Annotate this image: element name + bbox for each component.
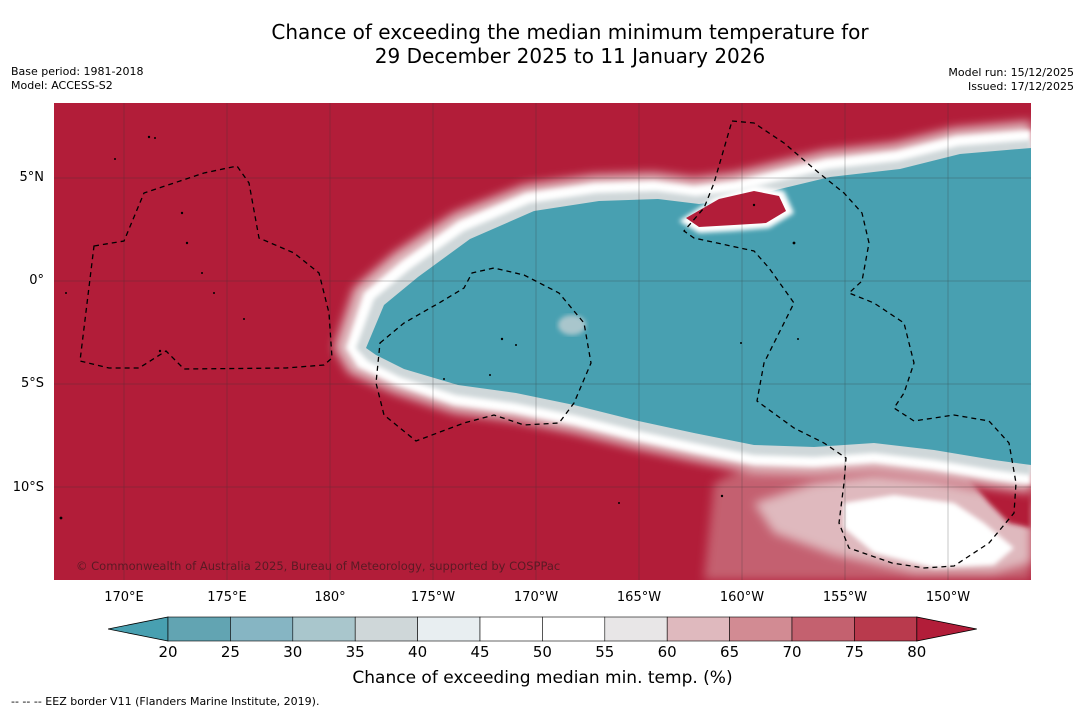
lon-label-170w: 170°W bbox=[513, 590, 559, 605]
colorbar-tick-label: 75 bbox=[844, 643, 864, 661]
map-svg bbox=[54, 103, 1031, 580]
colorbar-tick-label: 50 bbox=[532, 643, 552, 661]
lon-label-155w: 155°W bbox=[822, 590, 868, 605]
lat-label-5n: 5°N bbox=[19, 170, 45, 185]
colorbar bbox=[107, 616, 978, 646]
lat-label-0: 0° bbox=[29, 273, 44, 288]
colorbar-tick-label: 20 bbox=[158, 643, 178, 661]
title-line-1: Chance of exceeding the median minimum t… bbox=[271, 20, 869, 44]
title-line-2: 29 December 2025 to 11 January 2026 bbox=[374, 44, 766, 68]
forecast-map bbox=[54, 103, 1031, 580]
colorbar-segment bbox=[666, 616, 730, 642]
cool-tongue bbox=[334, 121, 1031, 493]
colorbar-tick-label: 45 bbox=[470, 643, 490, 661]
lon-label-175w: 175°W bbox=[410, 590, 456, 605]
colorbar-segment bbox=[354, 616, 418, 642]
lat-label-10s: 10°S bbox=[12, 480, 44, 495]
base-period: Base period: 1981-2018 bbox=[11, 65, 144, 78]
model-run: Model run: 15/12/2025 bbox=[948, 66, 1074, 79]
colorbar-segment bbox=[417, 616, 481, 642]
colorbar-segment bbox=[729, 616, 793, 642]
colorbar-segment bbox=[230, 616, 294, 642]
colorbar-segment bbox=[604, 616, 668, 642]
colorbar-segment bbox=[854, 616, 918, 642]
meta-right: Model run: 15/12/2025 Issued: 17/12/2025 bbox=[948, 66, 1074, 94]
chart-title: Chance of exceeding the median minimum t… bbox=[0, 20, 1085, 68]
model-name: Model: ACCESS-S2 bbox=[11, 79, 113, 92]
islands bbox=[59, 135, 799, 520]
colorbar-tick-label: 40 bbox=[408, 643, 428, 661]
colorbar-tick-label: 25 bbox=[220, 643, 240, 661]
lon-label-180: 180° bbox=[314, 590, 346, 605]
gridlines bbox=[54, 103, 1031, 580]
southern-mixed-region bbox=[704, 448, 1031, 580]
lon-label-165w: 165°W bbox=[616, 590, 662, 605]
colorbar-segment bbox=[542, 616, 606, 642]
colorbar-label: Chance of exceeding median min. temp. (%… bbox=[352, 668, 733, 688]
colorbar-tick-label: 80 bbox=[907, 643, 927, 661]
lon-label-170e: 170°E bbox=[104, 590, 144, 605]
colorbar-tick-label: 30 bbox=[283, 643, 303, 661]
lon-label-150w: 150°W bbox=[925, 590, 971, 605]
colorbar-segment bbox=[292, 616, 356, 642]
colorbar-tick-label: 60 bbox=[657, 643, 677, 661]
colorbar-tick-label: 55 bbox=[595, 643, 615, 661]
lon-label-160w: 160°W bbox=[719, 590, 765, 605]
lat-label-5s: 5°S bbox=[20, 376, 44, 391]
colorbar-segment bbox=[791, 616, 855, 642]
colorbar-over-arrow bbox=[916, 616, 977, 642]
colorbar-tick-label: 65 bbox=[720, 643, 740, 661]
colorbar-tick-label: 70 bbox=[782, 643, 802, 661]
lon-label-175e: 175°E bbox=[207, 590, 247, 605]
copyright-notice: © Commonwealth of Australia 2025, Bureau… bbox=[76, 559, 561, 573]
colorbar-segment bbox=[167, 616, 231, 642]
meta-left: Base period: 1981-2018 Model: ACCESS-S2 bbox=[11, 65, 143, 93]
colorbar-segment bbox=[479, 616, 543, 642]
colorbar-tick-label: 35 bbox=[345, 643, 365, 661]
colorbar-svg bbox=[107, 616, 977, 642]
eez-note: -- -- -- EEZ border V11 (Flanders Marine… bbox=[11, 695, 320, 708]
eez-borders bbox=[79, 120, 1017, 569]
colorbar-under-arrow bbox=[107, 616, 169, 642]
issued-date: Issued: 17/12/2025 bbox=[967, 80, 1074, 93]
